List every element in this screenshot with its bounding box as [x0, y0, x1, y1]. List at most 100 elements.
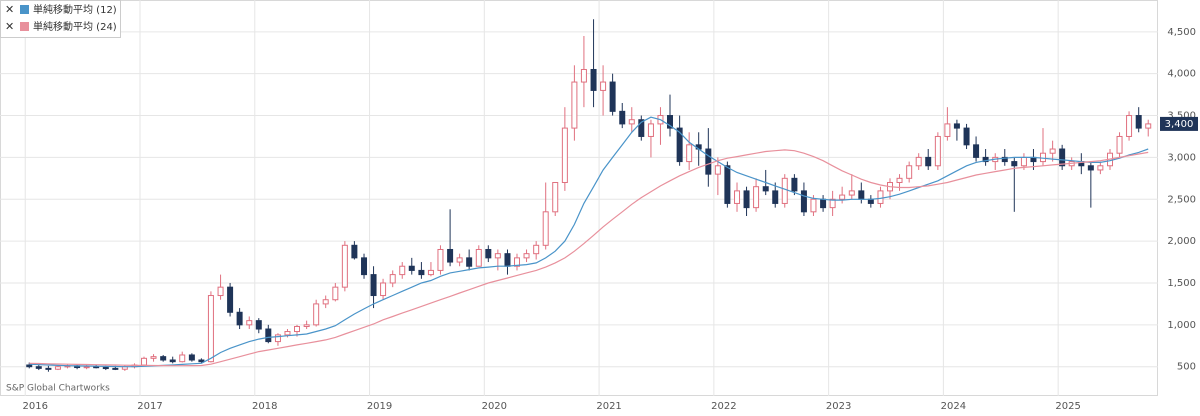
legend-remove[interactable]: ✕: [5, 20, 14, 33]
x-tick-label: 2025: [1055, 401, 1080, 412]
candle-body: [351, 244, 358, 259]
x-tick-label: 2016: [23, 401, 48, 412]
candle-body: [839, 194, 846, 200]
candle-body: [800, 190, 807, 213]
candle-body: [676, 127, 683, 163]
candle-body: [102, 367, 109, 370]
candle-body: [179, 354, 186, 363]
y-tick-label: 3,500: [1167, 111, 1196, 122]
candle-body: [54, 366, 61, 370]
candle-body: [915, 156, 922, 167]
x-tick-label: 2020: [482, 401, 507, 412]
candle-body: [399, 265, 406, 276]
candle-body: [380, 282, 387, 297]
candle-body: [628, 119, 635, 125]
candle-body: [217, 286, 224, 297]
candle-body: [772, 190, 779, 204]
candle-body: [820, 198, 827, 209]
candle-body: [791, 177, 798, 192]
y-tick-label: 2,500: [1167, 194, 1196, 205]
candle-body: [303, 324, 310, 328]
candle-body: [504, 253, 511, 267]
candle-body: [475, 248, 482, 267]
candle-body: [332, 286, 339, 301]
candle-body: [609, 81, 616, 112]
candle-body: [533, 244, 540, 255]
candle-body: [341, 244, 348, 288]
candle-body: [724, 165, 731, 204]
y-tick-label: 1,500: [1167, 278, 1196, 289]
candle-body: [1126, 115, 1133, 137]
y-tick-label: 4,500: [1167, 27, 1196, 38]
candle-body: [284, 331, 291, 336]
candle-body: [686, 144, 693, 163]
candle-body: [600, 81, 607, 91]
x-tick-label: 2018: [252, 401, 277, 412]
candle-body: [466, 257, 473, 267]
candle-body: [590, 68, 597, 91]
candle-body: [408, 265, 415, 271]
last-value-box: [1160, 116, 1198, 131]
candle-body: [1087, 165, 1094, 171]
candle-body: [255, 320, 262, 330]
y-tick-label: 3,000: [1167, 152, 1196, 163]
candle-body: [141, 357, 148, 366]
candle-body: [207, 295, 214, 363]
candle-body: [762, 186, 769, 192]
candle-body: [714, 165, 721, 175]
y-tick-label: 500: [1177, 362, 1196, 373]
candle-body: [877, 190, 884, 204]
candle-body: [322, 299, 329, 305]
candle-body: [93, 366, 100, 369]
candle-body: [638, 119, 645, 137]
x-tick-label: 2021: [596, 401, 621, 412]
candle-body: [829, 198, 836, 209]
candle-body: [647, 123, 654, 137]
candle-body: [83, 366, 90, 369]
legend-swatch: [20, 22, 29, 31]
candle-body: [1097, 165, 1104, 171]
candle-body: [953, 123, 960, 129]
candle-body: [361, 257, 368, 276]
candle-body: [447, 248, 454, 263]
candle-body: [437, 248, 444, 271]
candle-body: [389, 274, 396, 284]
candle-body: [313, 303, 320, 326]
legend-swatch: [20, 5, 29, 14]
y-tick-label: 1,000: [1167, 320, 1196, 331]
candle-body: [227, 286, 234, 313]
candle-body: [274, 334, 281, 343]
legend-remove[interactable]: ✕: [5, 3, 14, 16]
candle-body: [514, 257, 521, 267]
candle-body: [35, 366, 42, 369]
legend: ✕ 単純移動平均 (12) ✕ 単純移動平均 (24): [0, 0, 121, 38]
candle-body: [1001, 156, 1008, 163]
candle-body: [169, 359, 176, 363]
candle-body: [973, 144, 980, 158]
candle-body: [1020, 156, 1027, 167]
candle-body: [45, 367, 52, 370]
candle-body: [427, 269, 434, 276]
moving-average-line: [29, 149, 1149, 367]
candle-body: [188, 354, 195, 361]
candle-body: [494, 253, 501, 259]
candle-body: [580, 68, 587, 83]
candle-body: [571, 81, 578, 129]
y-tick-label: 4,000: [1167, 69, 1196, 80]
candle-body: [1049, 148, 1056, 154]
candle-body: [1039, 152, 1046, 163]
candle-body: [944, 123, 951, 137]
candle-body: [561, 127, 568, 184]
x-tick-label: 2017: [137, 401, 162, 412]
candle-body: [198, 359, 205, 363]
candle-body: [294, 326, 301, 333]
candle-body: [743, 190, 750, 209]
candle-body: [810, 198, 817, 213]
candle-body: [1145, 123, 1152, 129]
candle-body: [26, 364, 33, 368]
x-tick-label: 2022: [711, 401, 736, 412]
candle-body: [781, 177, 788, 204]
candle-body: [150, 356, 157, 359]
candle-body: [1011, 161, 1018, 167]
candle-body: [666, 115, 673, 129]
